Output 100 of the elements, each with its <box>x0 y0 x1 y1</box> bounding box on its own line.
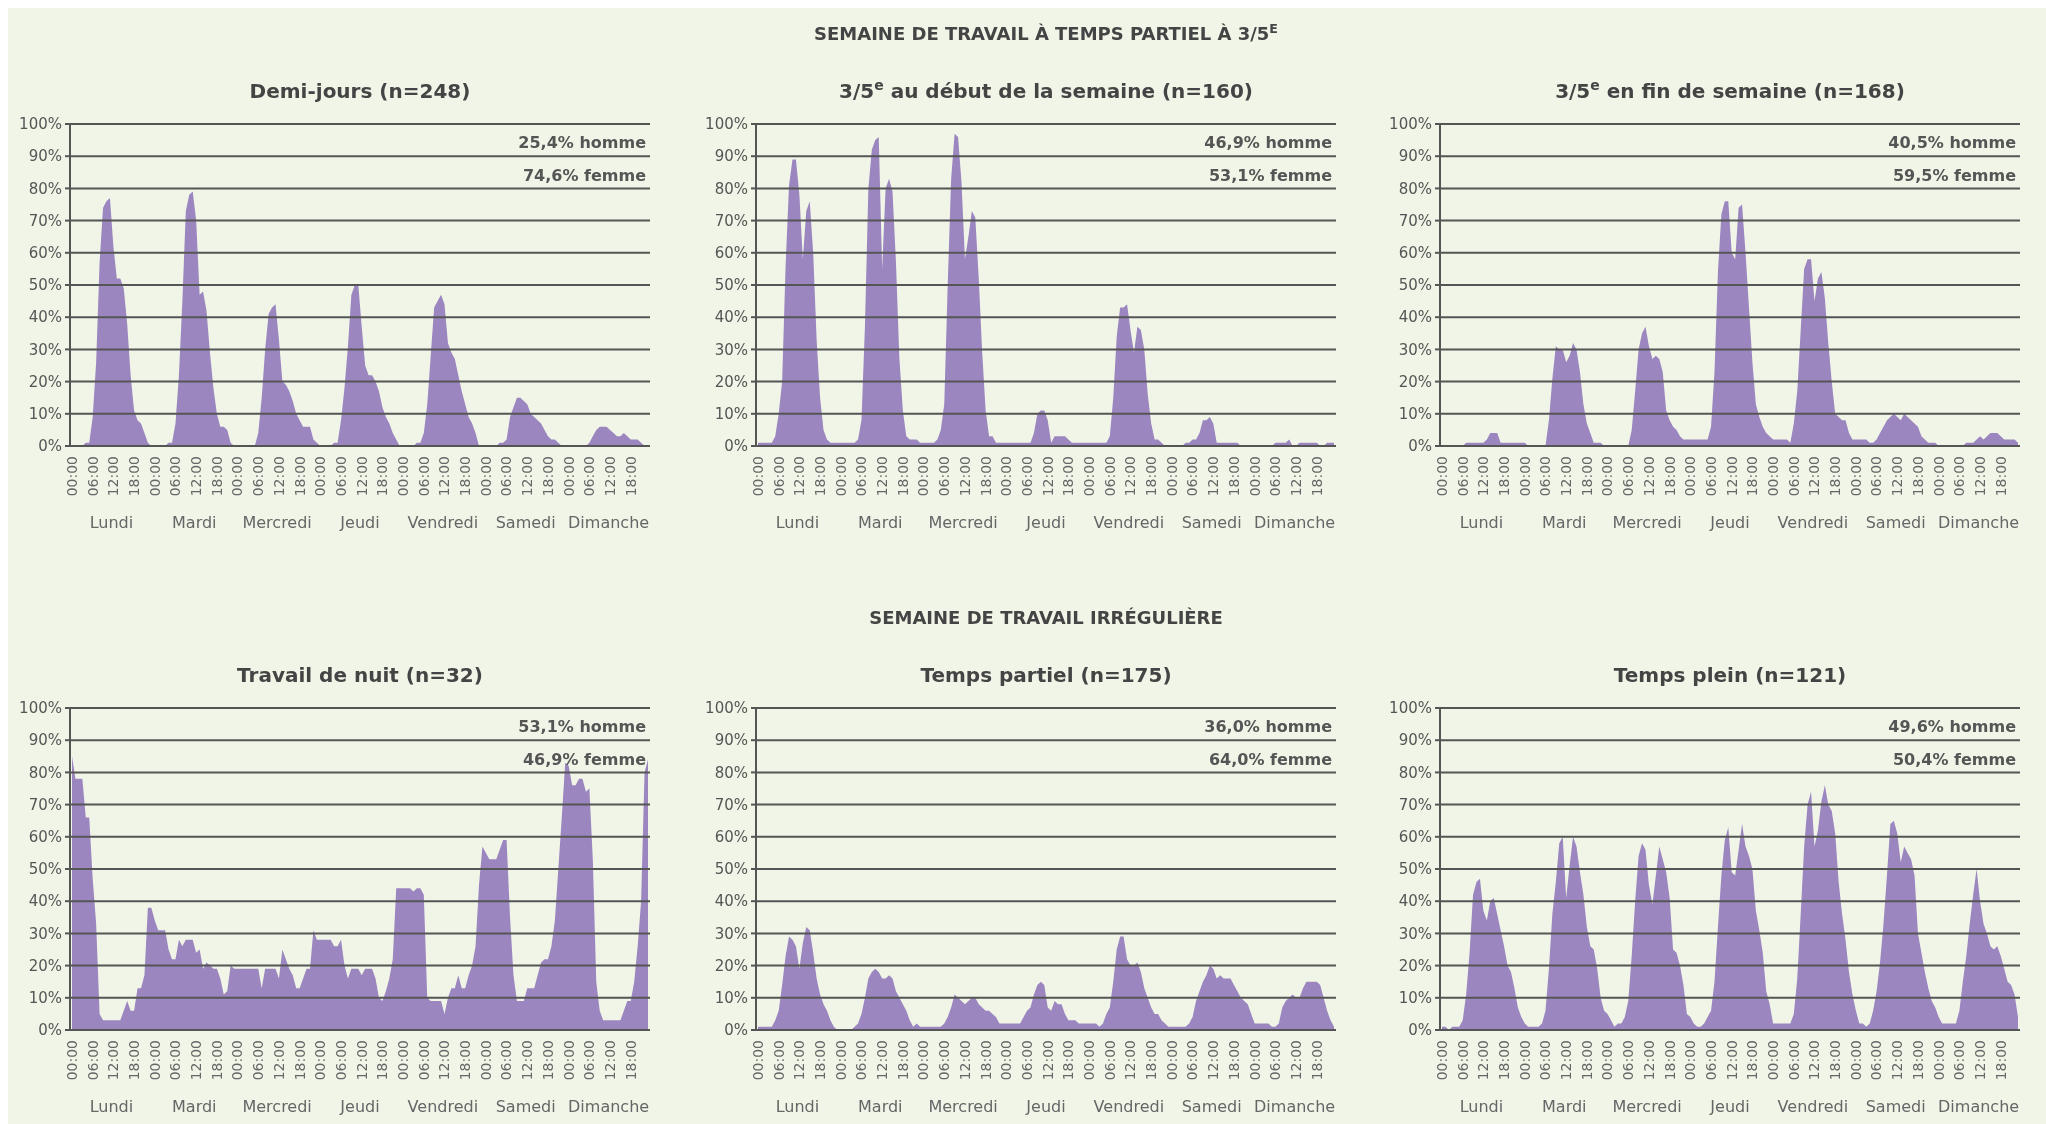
x-tick-label: 00:00 <box>477 456 494 497</box>
x-tick-label: 12:00 <box>791 456 808 497</box>
x-tick-label: 06:00 <box>770 1040 787 1081</box>
x-tick-label: 18:00 <box>622 456 639 497</box>
annotation: 46,9% homme <box>1204 133 1333 152</box>
x-tick-label: 18:00 <box>1308 456 1325 497</box>
x-tick-label: 12:00 <box>270 456 287 497</box>
y-tick-label: 20% <box>28 372 62 391</box>
x-tick-label: 00:00 <box>1765 1040 1782 1081</box>
y-tick-label: 60% <box>1398 828 1432 847</box>
y-tick-label: 50% <box>714 276 748 295</box>
x-tick-label: 06:00 <box>1620 1040 1637 1081</box>
x-tick-label: 18:00 <box>1495 456 1512 497</box>
text: Lundi <box>1459 1097 1504 1116</box>
y-tick-label: 0% <box>38 1021 62 1040</box>
y-tick-label: 40% <box>28 892 62 911</box>
x-tick-label: 06:00 <box>1785 1040 1802 1081</box>
text: Mercredi <box>242 1097 312 1116</box>
chart-title: Demi-jours (n=248) <box>249 79 471 103</box>
x-tick-label: 06:00 <box>936 1040 953 1081</box>
x-tick-label: 00:00 <box>1930 1040 1947 1081</box>
x-tick-label: 00:00 <box>1433 456 1450 497</box>
x-tick-label: 06:00 <box>167 1040 184 1081</box>
x-tick-label: 12:00 <box>519 456 536 497</box>
x-tick-label: 18:00 <box>125 456 142 497</box>
x-tick-label: 12:00 <box>1287 1040 1304 1081</box>
y-tick-label: 40% <box>28 308 62 327</box>
text: Vendredi <box>1093 513 1165 532</box>
text: Mardi <box>858 1097 903 1116</box>
y-tick-label: 90% <box>714 731 748 750</box>
y-tick-label: 60% <box>28 244 62 263</box>
text: Mercredi <box>928 1097 998 1116</box>
x-tick-label: 06:00 <box>1454 1040 1471 1081</box>
y-tick-label: 70% <box>714 211 748 230</box>
annotation: 53,1% femme <box>1208 166 1333 185</box>
text: Jeudi <box>339 513 380 532</box>
y-tick-label: 80% <box>28 179 62 198</box>
y-tick-label: 60% <box>714 828 748 847</box>
x-tick-label: 18:00 <box>811 1040 828 1081</box>
text: Samedi <box>1181 1097 1242 1116</box>
y-tick-label: 0% <box>38 437 62 456</box>
text: Dimanche <box>1938 513 2020 532</box>
text: Dimanche <box>1254 1097 1336 1116</box>
x-tick-label: 18:00 <box>622 1040 639 1081</box>
x-tick-label: 12:00 <box>105 1040 122 1081</box>
x-tick-label: 18:00 <box>894 1040 911 1081</box>
x-tick-label: 06:00 <box>1702 456 1719 497</box>
x-tick-label: 00:00 <box>1682 1040 1699 1081</box>
x-tick-label: 18:00 <box>1661 456 1678 497</box>
x-tick-label: 00:00 <box>560 456 577 497</box>
x-tick-label: 18:00 <box>1578 456 1595 497</box>
x-tick-label: 00:00 <box>998 456 1015 497</box>
x-tick-label: 00:00 <box>832 1040 849 1081</box>
x-tick-label: 06:00 <box>1184 456 1201 497</box>
x-tick-label: 00:00 <box>477 1040 494 1081</box>
x-tick-label: 00:00 <box>146 1040 163 1081</box>
x-tick-label: 18:00 <box>1225 1040 1242 1081</box>
y-tick-label: 40% <box>1398 308 1432 327</box>
x-tick-label: 18:00 <box>811 456 828 497</box>
y-tick-label: 80% <box>28 763 62 782</box>
y-tick-label: 10% <box>714 405 748 424</box>
text: Lundi <box>1459 513 1504 532</box>
x-tick-label: 00:00 <box>1765 456 1782 497</box>
x-tick-label: 12:00 <box>353 456 370 497</box>
x-tick-label: 18:00 <box>977 456 994 497</box>
chart-title: Travail de nuit (n=32) <box>237 663 483 687</box>
y-tick-label: 30% <box>28 340 62 359</box>
text: Jeudi <box>1025 1097 1066 1116</box>
text: Mardi <box>172 1097 217 1116</box>
x-tick-label: 18:00 <box>1308 1040 1325 1081</box>
y-tick-label: 100% <box>19 699 62 718</box>
y-tick-label: 80% <box>1398 763 1432 782</box>
x-tick-label: 00:00 <box>1847 456 1864 497</box>
x-tick-label: 12:00 <box>1806 1040 1823 1081</box>
x-tick-label: 12:00 <box>519 1040 536 1081</box>
x-tick-label: 12:00 <box>1640 1040 1657 1081</box>
y-tick-label: 70% <box>714 795 748 814</box>
x-tick-label: 06:00 <box>1101 1040 1118 1081</box>
text: Samedi <box>1865 1097 1926 1116</box>
x-tick-label: 18:00 <box>977 1040 994 1081</box>
x-tick-label: 00:00 <box>1081 456 1098 497</box>
y-tick-label: 100% <box>1389 699 1432 718</box>
y-tick-label: 50% <box>28 276 62 295</box>
x-tick-label: 12:00 <box>1122 1040 1139 1081</box>
text: Vendredi <box>1777 513 1849 532</box>
text: Jeudi <box>1709 513 1750 532</box>
x-tick-label: 12:00 <box>353 1040 370 1081</box>
chart-subtitle: SEMAINE DE TRAVAIL À TEMPS PARTIEL À 3/5$^{E}$ <box>814 20 1278 44</box>
x-tick-label: 00:00 <box>1516 1040 1533 1081</box>
x-tick-label: 06:00 <box>250 456 267 497</box>
x-tick-label: 18:00 <box>1143 456 1160 497</box>
text: Dimanche <box>568 1097 650 1116</box>
x-tick-label: 00:00 <box>146 456 163 497</box>
x-tick-label: 12:00 <box>1889 456 1906 497</box>
x-tick-label: 12:00 <box>1287 456 1304 497</box>
y-tick-label: 10% <box>1398 405 1432 424</box>
x-tick-label: 00:00 <box>749 456 766 497</box>
x-tick-label: 12:00 <box>956 1040 973 1081</box>
x-tick-label: 06:00 <box>1184 1040 1201 1081</box>
text: Jeudi <box>1025 513 1066 532</box>
